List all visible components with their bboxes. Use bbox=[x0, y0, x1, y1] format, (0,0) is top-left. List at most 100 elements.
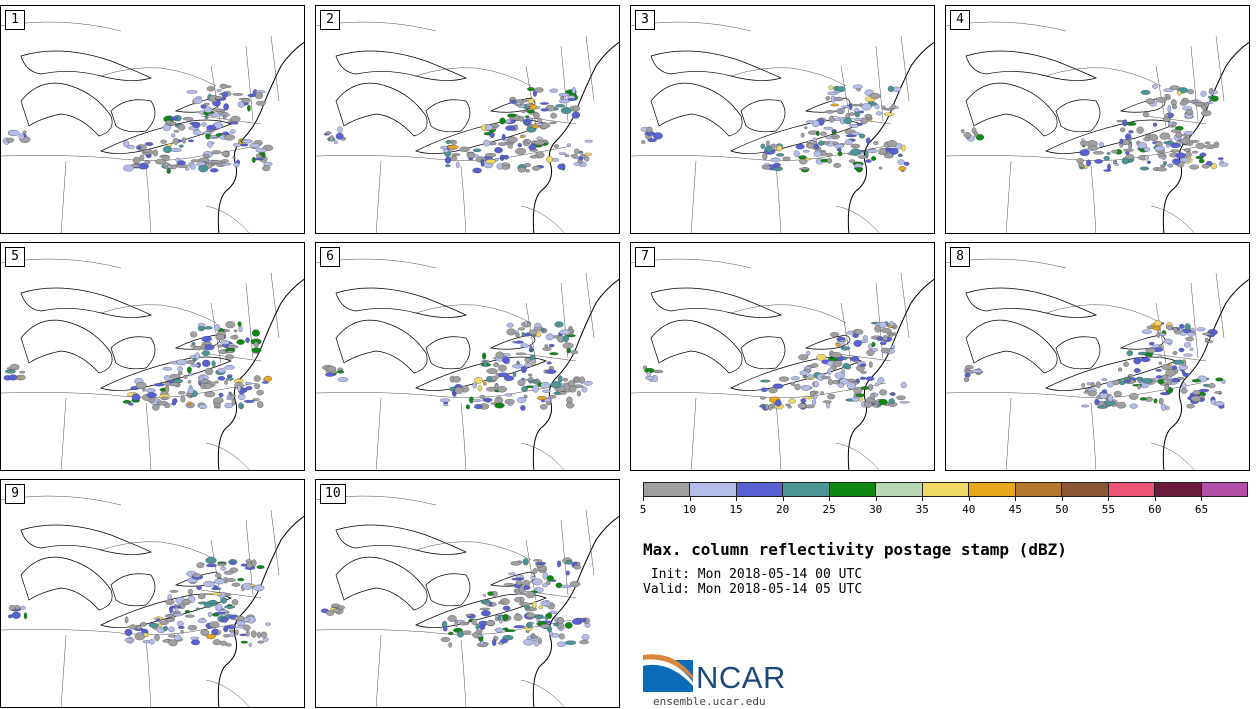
reflectivity-blob bbox=[497, 142, 508, 146]
reflectivity-blob bbox=[197, 618, 207, 624]
reflectivity-blob bbox=[165, 599, 175, 605]
reflectivity-blob bbox=[164, 375, 171, 381]
reflectivity-blob bbox=[1210, 95, 1219, 102]
reflectivity-blob bbox=[834, 372, 846, 379]
colorbar-tick bbox=[1061, 497, 1063, 501]
reflectivity-blob bbox=[963, 376, 970, 383]
reflectivity-blob bbox=[1189, 347, 1194, 351]
reflectivity-blob bbox=[180, 630, 184, 634]
reflectivity-blob bbox=[843, 117, 852, 125]
reflectivity-blob bbox=[468, 157, 474, 161]
reflectivity-blob bbox=[867, 149, 878, 153]
reflectivity-blob bbox=[534, 615, 545, 620]
reflectivity-blob bbox=[186, 360, 195, 365]
reflectivity-blob bbox=[529, 345, 533, 353]
reflectivity-blob bbox=[1123, 148, 1134, 152]
reflectivity-blob bbox=[124, 616, 129, 624]
lake-outline bbox=[740, 99, 786, 133]
reflectivity-blob bbox=[219, 83, 228, 89]
reflectivity-blob bbox=[174, 634, 182, 641]
colorbar-tick-label: 65 bbox=[1194, 503, 1209, 516]
reflectivity-blob bbox=[576, 561, 581, 566]
reflectivity-blob bbox=[782, 156, 791, 161]
colorbar-tick bbox=[1108, 497, 1110, 501]
reflectivity-blob bbox=[494, 397, 504, 404]
reflectivity-blob bbox=[816, 130, 820, 136]
reflectivity-blob bbox=[1133, 368, 1141, 373]
reflectivity-blob bbox=[471, 618, 477, 626]
reflectivity-blob bbox=[798, 354, 809, 361]
reflectivity-blob bbox=[194, 352, 200, 360]
reflectivity-blob bbox=[513, 613, 523, 621]
reflectivity-blob bbox=[1184, 323, 1191, 331]
reflectivity-blob bbox=[878, 398, 888, 406]
reflectivity-blob bbox=[1186, 403, 1195, 409]
reflectivity-blob bbox=[1106, 380, 1114, 388]
reflectivity-blob bbox=[155, 618, 161, 622]
reflectivity-blob bbox=[800, 385, 812, 391]
reflectivity-blob bbox=[851, 397, 860, 402]
reflectivity-blob bbox=[873, 141, 879, 145]
reflectivity-blob bbox=[181, 137, 187, 144]
reflectivity-blob bbox=[1179, 157, 1191, 163]
reflectivity-blob bbox=[760, 379, 771, 383]
reflectivity-blob bbox=[216, 89, 222, 92]
reflectivity-blob bbox=[546, 361, 552, 365]
reflectivity-blob bbox=[1116, 119, 1125, 123]
reflectivity-blob bbox=[534, 122, 543, 126]
reflectivity-blob bbox=[803, 396, 815, 400]
reflectivity-blob bbox=[1173, 327, 1178, 332]
reflectivity-blob bbox=[859, 363, 867, 367]
lake-outline bbox=[1055, 336, 1101, 370]
colorbar-tick-label: 30 bbox=[869, 503, 883, 516]
reflectivity-blob bbox=[1149, 134, 1159, 141]
reflectivity-blob bbox=[201, 122, 207, 127]
reflectivity-blob bbox=[901, 144, 906, 152]
reflectivity-blob bbox=[5, 369, 16, 374]
reflectivity-blob bbox=[506, 322, 514, 328]
reflectivity-blob bbox=[123, 164, 134, 172]
colorbar-tick-label: 10 bbox=[682, 503, 697, 516]
state-border bbox=[205, 442, 250, 470]
reflectivity-blob bbox=[578, 156, 584, 161]
reflectivity-blob bbox=[18, 133, 25, 140]
reflectivity-blob bbox=[1183, 148, 1192, 152]
reflectivity-blob bbox=[1152, 122, 1158, 127]
reflectivity-blob bbox=[506, 328, 516, 336]
reflectivity-blob bbox=[198, 323, 206, 327]
colorbar-tick-label: 20 bbox=[775, 503, 790, 516]
reflectivity-blob bbox=[226, 350, 234, 354]
reflectivity-blob bbox=[215, 603, 223, 611]
reflectivity-blob bbox=[806, 350, 811, 356]
valid-time: Valid: Mon 2018-05-14 05 UTC bbox=[643, 582, 863, 597]
state-border bbox=[730, 67, 847, 87]
reflectivity-blob bbox=[200, 104, 207, 109]
reflectivity-blob bbox=[201, 335, 212, 343]
reflectivity-blob bbox=[865, 159, 872, 163]
state-border bbox=[205, 205, 250, 233]
reflectivity-blob bbox=[812, 399, 817, 406]
reflectivity-blob bbox=[879, 341, 887, 346]
reflectivity-blob bbox=[517, 166, 527, 173]
reflectivity-blob bbox=[443, 403, 449, 407]
reflectivity-blob bbox=[821, 375, 831, 380]
reflectivity-blob bbox=[187, 380, 192, 384]
reflectivity-blob bbox=[205, 634, 216, 640]
reflectivity-blob bbox=[517, 379, 526, 387]
reflectivity-blob bbox=[454, 620, 459, 628]
reflectivity-blob bbox=[528, 380, 539, 383]
reflectivity-blob bbox=[167, 594, 172, 600]
reflectivity-blob bbox=[1156, 331, 1161, 338]
reflectivity-blob bbox=[832, 360, 843, 367]
reflectivity-blob bbox=[255, 100, 266, 106]
reflectivity-blob bbox=[230, 335, 236, 340]
reflectivity-blob bbox=[257, 640, 265, 644]
reflectivity-blob bbox=[192, 122, 201, 128]
reflectivity-blob bbox=[1163, 141, 1175, 145]
reflectivity-blob bbox=[1204, 101, 1209, 108]
reflectivity-blob bbox=[882, 335, 888, 341]
reflectivity-blob bbox=[566, 143, 571, 147]
reflectivity-blob bbox=[540, 381, 551, 389]
reflectivity-blob bbox=[225, 354, 234, 360]
reflectivity-blob bbox=[452, 392, 457, 396]
